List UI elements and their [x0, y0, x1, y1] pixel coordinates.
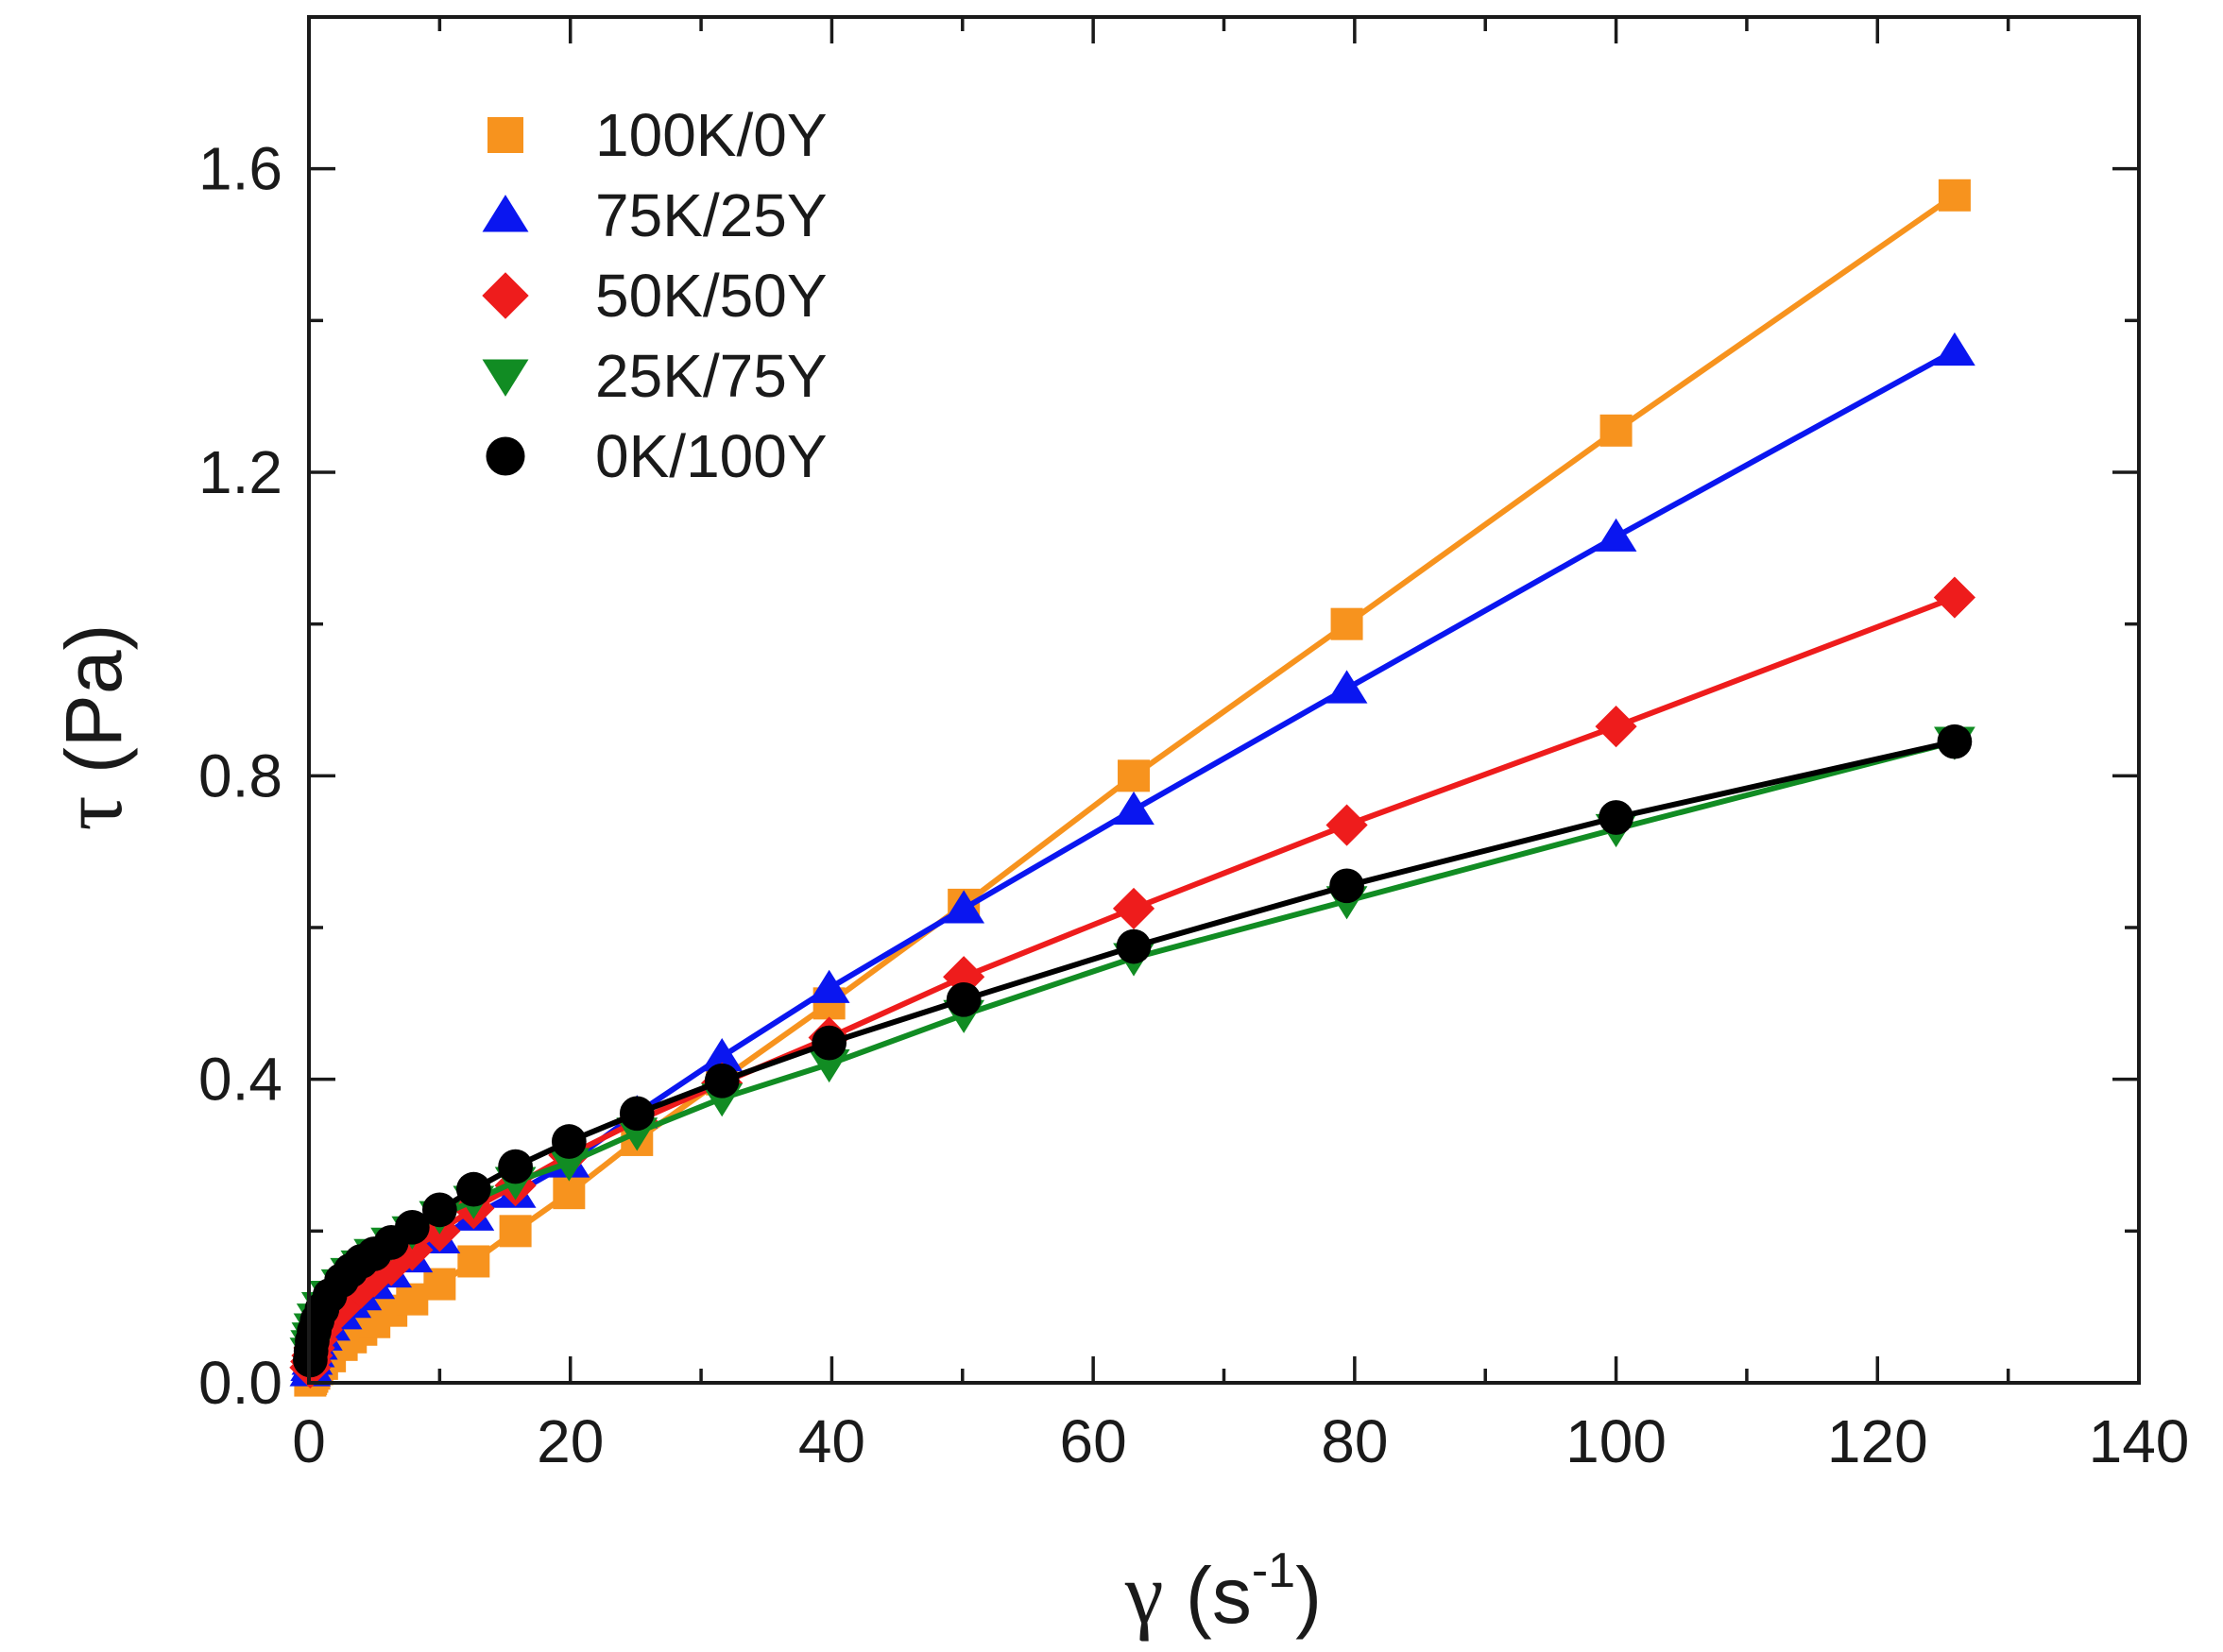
data-point [619, 1096, 655, 1132]
data-point [812, 1025, 847, 1061]
y-axis-unit: (Pa) [49, 623, 138, 795]
data-point [498, 1149, 533, 1184]
legend-entry: 25K/75Y [482, 342, 828, 410]
x-tick-label: 40 [798, 1407, 865, 1475]
data-point [1937, 724, 1973, 759]
data-point [551, 1124, 587, 1159]
data-point [1325, 670, 1368, 704]
data-point [1599, 414, 1633, 447]
x-axis-unit-superscript: -1 [1252, 1543, 1295, 1598]
tick-labels: 0 20 40 60 80 100 120 140 0.0 0.4 0.8 1.2 1.6 [198, 135, 2189, 1475]
x-tick-label: 100 [1565, 1407, 1667, 1475]
legend-entry: 75K/25Y [482, 181, 828, 249]
legend-entry: 100K/0Y [487, 101, 828, 169]
data-point [340, 1267, 383, 1309]
data-point [548, 1148, 590, 1182]
data-point [455, 1171, 491, 1207]
data-point [457, 1245, 490, 1278]
legend-entry: 50K/50Y [482, 262, 828, 330]
x-tick-label: 20 [537, 1407, 604, 1475]
data-point [1329, 868, 1364, 904]
data-point [1116, 928, 1152, 964]
data-point [553, 1177, 586, 1210]
data-point [1330, 607, 1363, 640]
y-tick-label: 1.6 [198, 135, 282, 203]
legend-label: 0K/100Y [595, 422, 828, 490]
x-tick-label: 140 [2089, 1407, 2190, 1475]
data-point [1938, 179, 1971, 212]
legend-label: 25K/75Y [595, 342, 828, 410]
legend-label: 50K/50Y [595, 262, 828, 330]
data-point [808, 1048, 850, 1083]
data-point [396, 1283, 429, 1316]
chart-marks [289, 179, 1976, 1397]
data-point [1599, 800, 1633, 835]
legend-marker [486, 436, 525, 476]
x-tick-label: 120 [1827, 1407, 1928, 1475]
data-point [394, 1209, 430, 1245]
axis-ticks [307, 17, 2141, 1385]
data-point [943, 890, 985, 924]
data-point [1113, 791, 1154, 826]
legend-marker [487, 117, 523, 153]
data-point [1118, 759, 1151, 792]
legend-label: 75K/25Y [595, 181, 828, 249]
y-tick-label: 0.0 [198, 1349, 282, 1417]
legend-entry: 0K/100Y [486, 422, 828, 490]
data-point [701, 1038, 744, 1072]
y-axis-symbol: τ [43, 796, 140, 831]
x-tick-label: 60 [1060, 1407, 1127, 1475]
series-75k-25y [289, 332, 1975, 1387]
data-point [499, 1215, 532, 1248]
legend: 100K/0Y 75K/25Y 50K/50Y 25K/75Y 0K/100Y [482, 101, 828, 490]
series-50k-50y [289, 576, 1976, 1389]
x-tick-label: 80 [1321, 1407, 1388, 1475]
x-axis-title: γ (s-1) [1124, 1543, 1322, 1642]
y-axis-title: τ (Pa) [43, 623, 140, 830]
series-line [307, 739, 1956, 1361]
legend-marker [482, 272, 529, 319]
data-point [1934, 332, 1975, 366]
x-axis-unit-open: (s [1164, 1551, 1252, 1640]
series-100k-0y [294, 179, 1971, 1397]
data-point [946, 981, 982, 1017]
data-point [1933, 576, 1976, 619]
x-axis-unit-close: ) [1295, 1551, 1322, 1640]
series-0k-100y [293, 724, 1973, 1378]
data-point [808, 969, 850, 1003]
series-line [307, 594, 1956, 1369]
x-axis-symbol: γ [1124, 1545, 1164, 1642]
legend-marker [482, 195, 529, 232]
data-point [1325, 804, 1368, 846]
y-tick-label: 0.8 [198, 741, 282, 809]
data-point [1595, 518, 1637, 552]
data-point [1112, 887, 1155, 930]
data-point [421, 1192, 457, 1228]
data-point [423, 1268, 456, 1301]
x-tick-label: 0 [292, 1407, 326, 1475]
data-point [704, 1063, 740, 1098]
legend-label: 100K/0Y [595, 101, 828, 169]
y-tick-label: 1.2 [198, 438, 282, 506]
series-line [307, 348, 1957, 1372]
series-line [307, 739, 1956, 1354]
legend-marker [482, 359, 529, 397]
data-point [1595, 706, 1637, 748]
y-tick-label: 0.4 [198, 1046, 282, 1114]
